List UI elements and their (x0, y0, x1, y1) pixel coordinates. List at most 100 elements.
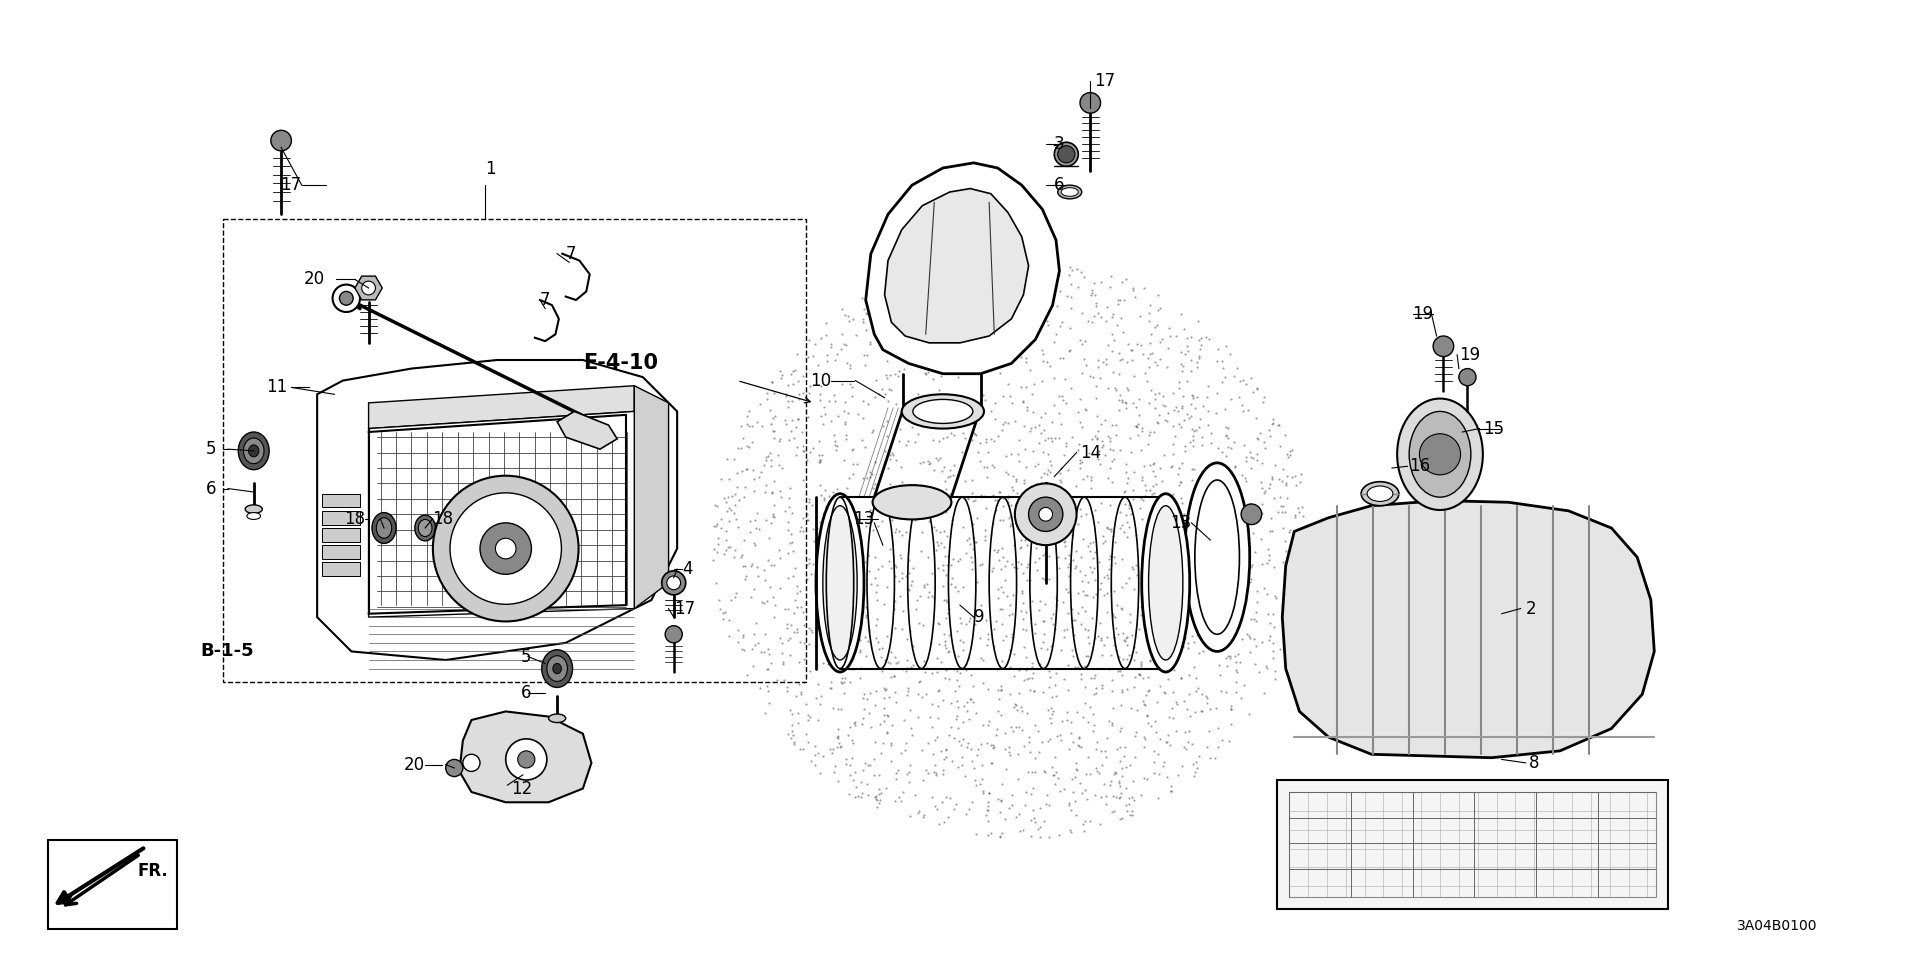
Text: B-1-5: B-1-5 (200, 642, 253, 660)
Ellipse shape (376, 517, 392, 539)
Bar (223, 220, 806, 683)
Circle shape (340, 292, 353, 305)
Text: 6: 6 (1054, 176, 1064, 194)
Polygon shape (369, 386, 634, 428)
Bar (323, 511, 361, 524)
Circle shape (463, 755, 480, 772)
Ellipse shape (238, 432, 269, 469)
Ellipse shape (824, 506, 856, 660)
Ellipse shape (1062, 188, 1079, 196)
Text: 5: 5 (520, 648, 532, 665)
Circle shape (332, 284, 361, 312)
Text: 18: 18 (344, 511, 365, 528)
Ellipse shape (1398, 398, 1482, 510)
Polygon shape (885, 188, 1029, 343)
Circle shape (1419, 434, 1461, 475)
Text: 14: 14 (1079, 444, 1102, 462)
Polygon shape (634, 386, 668, 609)
Ellipse shape (1409, 412, 1471, 497)
Bar (323, 528, 361, 541)
Ellipse shape (662, 571, 685, 595)
Text: 4: 4 (682, 560, 693, 578)
Text: 2: 2 (1526, 600, 1536, 617)
Polygon shape (1283, 500, 1655, 757)
Ellipse shape (1367, 486, 1392, 501)
Circle shape (518, 751, 536, 768)
Ellipse shape (902, 395, 983, 428)
Text: 7: 7 (540, 291, 551, 309)
Circle shape (664, 626, 682, 643)
Ellipse shape (912, 399, 973, 423)
Ellipse shape (246, 505, 263, 514)
Ellipse shape (1142, 493, 1190, 672)
Bar (323, 563, 361, 576)
Ellipse shape (244, 438, 265, 464)
Circle shape (1240, 504, 1261, 524)
Ellipse shape (541, 650, 572, 687)
Text: 11: 11 (265, 378, 286, 396)
Text: 15: 15 (1482, 420, 1503, 438)
Bar (1288, 792, 1655, 897)
Text: 17: 17 (280, 176, 301, 194)
Ellipse shape (248, 444, 259, 457)
Polygon shape (866, 163, 1060, 373)
Ellipse shape (248, 513, 261, 519)
Ellipse shape (872, 485, 952, 519)
Ellipse shape (432, 476, 578, 621)
Text: 19: 19 (1459, 346, 1480, 364)
Text: 7: 7 (566, 245, 576, 263)
Text: 6: 6 (520, 684, 532, 702)
Ellipse shape (553, 663, 561, 674)
Ellipse shape (666, 576, 680, 589)
Circle shape (1459, 369, 1476, 386)
Polygon shape (459, 711, 591, 803)
Circle shape (1058, 146, 1075, 163)
Text: 9: 9 (973, 608, 985, 626)
Bar (1277, 780, 1668, 908)
Ellipse shape (549, 714, 566, 723)
Text: FR.: FR. (136, 862, 167, 880)
Text: 8: 8 (1528, 754, 1540, 772)
Text: 5: 5 (205, 440, 217, 458)
Ellipse shape (495, 539, 516, 559)
Text: 13: 13 (852, 511, 874, 528)
Ellipse shape (816, 493, 864, 672)
Ellipse shape (1185, 463, 1250, 652)
Bar (323, 493, 361, 508)
Circle shape (361, 281, 376, 295)
Ellipse shape (1058, 185, 1081, 199)
Ellipse shape (415, 516, 436, 540)
Ellipse shape (419, 519, 432, 537)
Circle shape (445, 759, 463, 777)
Ellipse shape (480, 523, 532, 574)
Text: 3A04B0100: 3A04B0100 (1738, 919, 1816, 933)
Circle shape (505, 739, 547, 780)
Circle shape (1029, 497, 1064, 532)
Text: E-4-10: E-4-10 (584, 353, 659, 373)
Text: 13: 13 (1169, 514, 1192, 532)
Text: 16: 16 (1409, 457, 1430, 475)
Ellipse shape (1054, 142, 1079, 166)
Ellipse shape (372, 513, 396, 543)
Ellipse shape (1148, 506, 1183, 660)
Text: 1: 1 (486, 160, 495, 179)
Circle shape (1039, 508, 1052, 521)
Circle shape (1079, 92, 1100, 113)
Text: 19: 19 (1411, 304, 1432, 323)
Text: 20: 20 (303, 271, 324, 288)
Circle shape (1016, 484, 1077, 545)
Polygon shape (369, 412, 634, 617)
Polygon shape (317, 360, 678, 660)
Ellipse shape (1361, 482, 1400, 506)
Circle shape (271, 131, 292, 151)
Text: 17: 17 (674, 600, 695, 617)
Bar (48, 840, 177, 929)
Polygon shape (557, 412, 616, 449)
Text: 6: 6 (205, 480, 217, 497)
Text: 18: 18 (432, 511, 453, 528)
Ellipse shape (547, 656, 568, 682)
Text: 20: 20 (403, 756, 424, 774)
Text: 12: 12 (511, 780, 532, 798)
Text: 3: 3 (1054, 135, 1064, 153)
Ellipse shape (449, 492, 561, 604)
